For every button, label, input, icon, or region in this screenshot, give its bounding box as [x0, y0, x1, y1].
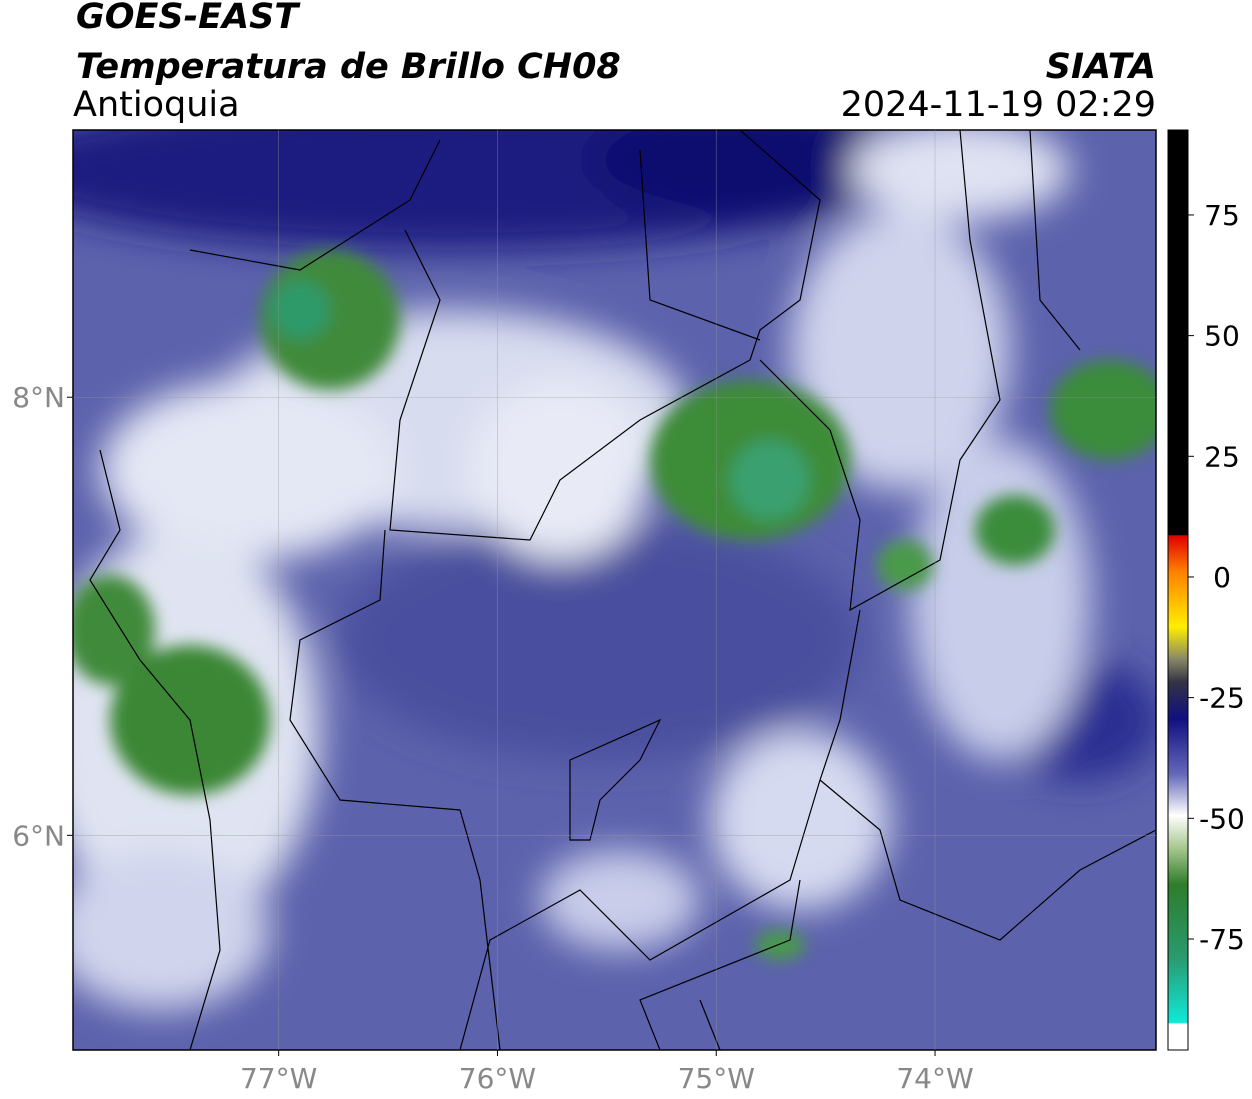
source: SIATA	[1046, 47, 1156, 87]
y-tick-label: 8°N	[12, 381, 65, 414]
grid	[73, 130, 1156, 1050]
x-tick-label: 77°W	[240, 1062, 317, 1095]
colorbar-tick-label: -50	[1199, 802, 1245, 835]
colorbar-tick-label: -75	[1199, 923, 1245, 956]
region: Antioquia	[73, 85, 240, 125]
x-tick-label: 75°W	[678, 1062, 755, 1095]
colorbar-tick-label: 25	[1204, 440, 1240, 473]
title: GOES-EAST	[76, 0, 301, 37]
y-tick-label: 6°N	[12, 819, 65, 852]
x-tick-label: 76°W	[459, 1062, 536, 1095]
colorbar-tick-label: -25	[1199, 682, 1245, 715]
map-frame	[72, 129, 1157, 1051]
colorbar-tick-label: 75	[1204, 199, 1240, 232]
x-tick-label: 74°W	[896, 1062, 973, 1095]
satellite-image	[73, 130, 1156, 1050]
colorbar	[1167, 129, 1189, 1051]
header: GOES-EAST Temperatura de Brillo CH08 Ant…	[73, 0, 1156, 125]
timestamp: 2024-11-19 02:29	[841, 85, 1156, 125]
colorbar-tick-label: 0	[1213, 561, 1231, 594]
colorbar-tick-label: 50	[1204, 320, 1240, 353]
subtitle: Temperatura de Brillo CH08	[76, 47, 621, 87]
borders	[89, 130, 1156, 1050]
